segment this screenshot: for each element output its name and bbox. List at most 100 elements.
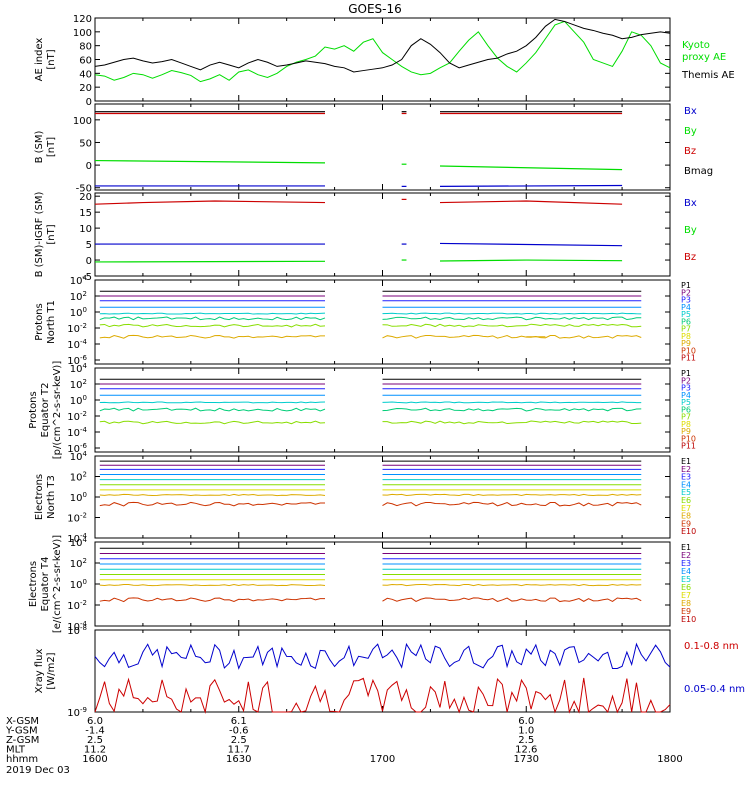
panel-xray: 10-8 10-9 Xray flux[W/m2] 0.1-0.8 nm 0.05-0.… <box>34 624 745 719</box>
panel-bsm: -50 0 50 100 B (SM)[nT] Bx By Bz Bmag <box>34 103 713 195</box>
legend-p7: P7 <box>681 325 691 334</box>
ephemeris-value: 11.2 <box>84 745 106 756</box>
legend-by: By <box>684 225 697 236</box>
series-kyoto-proxy-ae <box>94 20 671 83</box>
channel-e9 <box>382 501 642 507</box>
y-tick-label: 10-2 <box>67 512 87 525</box>
legend-p4: P4 <box>681 303 691 312</box>
panel-p1: 104 102 100 10-2 10-4 10-6 ProtonsNorth T1 P1P2… <box>34 274 696 367</box>
y-tick-label: 100 <box>70 578 87 591</box>
panel-frame <box>94 367 671 453</box>
y-tick-label: 0 <box>86 161 92 172</box>
panel-p2: 104 102 100 10-2 10-4 10-6 ProtonsEquator T2[p… <box>28 361 696 460</box>
y-tick-label: 10-9 <box>67 706 87 719</box>
y-tick-label: 10-6 <box>67 354 87 367</box>
series-by <box>94 159 326 164</box>
legend-e10: E10 <box>681 615 696 624</box>
y-tick-label: 10-6 <box>67 442 87 455</box>
x-tick-label-1730: 1730 <box>514 754 539 765</box>
ephemeris-value: 12.6 <box>515 745 537 756</box>
legend-e2: E2 <box>681 551 691 560</box>
panel-frame <box>94 17 671 102</box>
channel-p7 <box>382 323 642 328</box>
ephemeris-value: 1.0 <box>518 726 534 737</box>
legend-p11: P11 <box>681 442 696 451</box>
series-bx <box>439 184 623 187</box>
ephemeris-label-x-gsm: X-GSM <box>6 716 39 727</box>
channel-e8 <box>382 493 642 497</box>
y-axis-label: Xray flux[W/m2] <box>34 649 57 694</box>
legend-p2: P2 <box>681 288 691 297</box>
legend-p4: P4 <box>681 391 691 400</box>
legend-p9: P9 <box>681 427 691 436</box>
ephemeris-label-z-gsm: Z-GSM <box>6 735 39 746</box>
legend-p2: P2 <box>681 376 691 385</box>
legend-e2: E2 <box>681 465 691 474</box>
y-tick-label: 102 <box>70 290 87 303</box>
channel-p7 <box>99 420 326 425</box>
ephemeris-value: 2.5 <box>518 735 534 746</box>
legend-p8: P8 <box>681 332 691 341</box>
y-tick-label: 10-8 <box>67 624 87 637</box>
panel-frame <box>94 103 671 191</box>
ephemeris-label-mlt: MLT <box>6 745 26 756</box>
series-by <box>439 259 623 262</box>
legend-p10: P10 <box>681 434 696 443</box>
channel-e9 <box>382 597 642 603</box>
y-tick-label: 10-4 <box>67 620 87 633</box>
y-tick-label: 102 <box>70 471 87 484</box>
panel-ae: 0 20 40 60 80 100 120 AE index[nT] Kyoto proxy AE… <box>34 14 735 108</box>
legend-p7: P7 <box>681 413 691 422</box>
channel-p9 <box>382 334 642 339</box>
legend-e1: E1 <box>681 457 691 466</box>
legend-bz: Bz <box>684 146 696 157</box>
channel-p5 <box>99 312 326 315</box>
x-tick-label-1600: 1600 <box>82 754 107 765</box>
ephemeris-label-y-gsm: Y-GSM <box>5 726 38 737</box>
y-tick-label: 10-4 <box>67 426 87 439</box>
y-axis-label: B (SM)-IGRF (SM)[nT] <box>34 192 57 278</box>
y-axis-label: B (SM)[nT] <box>34 130 57 163</box>
channel-p6 <box>99 316 326 321</box>
legend-bz: Bz <box>684 252 696 263</box>
series-by <box>439 165 623 171</box>
y-tick-label: -50 <box>76 184 92 195</box>
legend-p11: P11 <box>681 354 696 363</box>
panel-bdiff: -5 0 5 10 15 20 B (SM)-IGRF (SM)[nT] Bx By Bz <box>34 192 697 283</box>
ephemeris-table: 1600 1630 1700 1730 1800 X-GSMY-GSMZ-GSMMLThh… <box>5 716 683 776</box>
y-tick-label: 10-2 <box>67 410 87 423</box>
y-tick-label: 20 <box>79 83 92 94</box>
legend-p9: P9 <box>681 339 691 348</box>
channel-e8 <box>99 493 326 497</box>
y-axis-label: ElectronsEquator T4[e/(cm^2-s-sr-keV)] <box>28 535 63 633</box>
panel-e2: 104 102 100 10-2 10-4 ElectronsEquator T4[e/(… <box>28 535 696 633</box>
ephemeris-value: 6.0 <box>87 716 103 727</box>
channel-p9 <box>99 334 326 339</box>
ephemeris-value: 11.7 <box>228 745 250 756</box>
channel-e9 <box>99 597 326 603</box>
legend-e10: E10 <box>681 527 696 536</box>
y-tick-label: 120 <box>73 14 92 25</box>
channel-p7 <box>99 323 326 328</box>
channel-p6 <box>99 407 326 412</box>
legend-e6: E6 <box>681 496 691 505</box>
legend-bx: Bx <box>684 198 697 209</box>
legend-p5: P5 <box>681 398 691 407</box>
y-tick-label: 104 <box>70 362 88 375</box>
y-tick-label: 100 <box>73 28 92 39</box>
legend-kyoto-proxy-ae: Kyoto proxy AE <box>682 40 726 63</box>
y-tick-label: 5 <box>86 240 92 251</box>
legend-e3: E3 <box>681 473 691 482</box>
channel-p5 <box>382 401 642 404</box>
series-bz <box>94 200 326 205</box>
legend-p3: P3 <box>681 384 691 393</box>
channel-p7 <box>382 420 642 425</box>
date-label: 2019 Dec 03 <box>6 765 70 776</box>
legend-p8: P8 <box>681 420 691 429</box>
x-tick-label-1700: 1700 <box>370 754 395 765</box>
x-tick-label-1800: 1800 <box>657 754 682 765</box>
legend-p1: P1 <box>681 369 691 378</box>
legend-e8: E8 <box>681 599 691 608</box>
